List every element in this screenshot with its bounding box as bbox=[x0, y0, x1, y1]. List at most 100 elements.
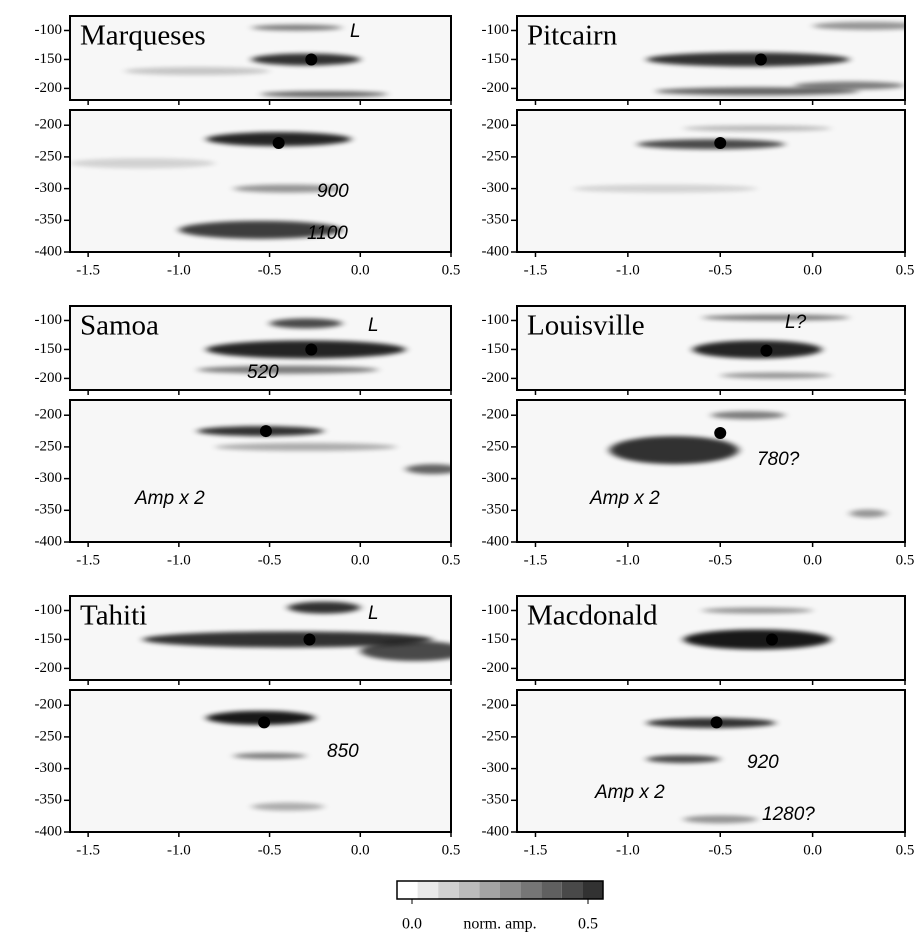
x-tick-label: 0.0 bbox=[351, 842, 370, 858]
y-tick-label: -100 bbox=[482, 22, 510, 38]
y-tick-label: -200 bbox=[35, 117, 63, 133]
y-tick-label: -300 bbox=[35, 470, 63, 486]
y-tick-label: -400 bbox=[482, 823, 510, 839]
panel-title: Macdonald bbox=[527, 600, 658, 632]
amplitude-streak bbox=[812, 21, 905, 30]
x-tick-label: 0.0 bbox=[803, 552, 822, 568]
peak-dot bbox=[303, 633, 316, 646]
y-tick-label: -150 bbox=[35, 51, 63, 67]
amplitude-streak bbox=[701, 314, 850, 321]
y-tick-label: -100 bbox=[35, 22, 63, 38]
frame bbox=[516, 15, 906, 101]
plot-area bbox=[70, 400, 451, 542]
x-tick-label: -0.5 bbox=[258, 262, 282, 278]
frame bbox=[69, 399, 452, 543]
peak-dot bbox=[258, 716, 271, 729]
y-tick-label: -150 bbox=[35, 341, 63, 357]
amplitude-streak bbox=[405, 464, 451, 475]
amplitude-streak bbox=[692, 340, 822, 359]
amplitude-streak bbox=[215, 442, 397, 451]
x-tick-label: -0.5 bbox=[708, 552, 732, 568]
y-tick-label: -200 bbox=[482, 697, 510, 713]
peak-dot bbox=[714, 426, 727, 439]
y-tick-label: -300 bbox=[482, 760, 510, 776]
y-tick-label: -150 bbox=[482, 341, 510, 357]
amplitude-streak bbox=[701, 607, 813, 614]
y-tick-label: -400 bbox=[482, 533, 510, 549]
plot-area bbox=[517, 110, 905, 252]
annotation: L bbox=[350, 21, 361, 42]
image-layer bbox=[70, 132, 352, 239]
annotation: L bbox=[368, 315, 379, 336]
x-tick-label: 0.5 bbox=[896, 842, 915, 858]
frame bbox=[69, 689, 452, 833]
amplitude-streak bbox=[142, 631, 433, 648]
y-tick-label: -200 bbox=[35, 407, 63, 423]
amplitude-streak bbox=[233, 184, 343, 193]
annotation: Amp x 2 bbox=[134, 488, 205, 509]
x-tick-label: -0.5 bbox=[258, 842, 282, 858]
colorbar-tick-label: 0.0 bbox=[402, 916, 422, 933]
frame bbox=[69, 15, 452, 101]
panel-title: Louisville bbox=[527, 310, 645, 342]
x-tick-label: 0.0 bbox=[803, 262, 822, 278]
y-tick-label: -100 bbox=[35, 312, 63, 328]
frame bbox=[516, 689, 906, 833]
image-layer bbox=[692, 314, 850, 379]
amplitude-streak bbox=[711, 411, 785, 420]
peak-dot bbox=[272, 136, 285, 149]
x-tick-label: -0.5 bbox=[258, 552, 282, 568]
y-tick-label: -300 bbox=[35, 180, 63, 196]
colorbar-cell bbox=[500, 881, 521, 899]
peak-dot bbox=[305, 53, 318, 66]
x-tick-label: -1.0 bbox=[167, 552, 191, 568]
peak-dot bbox=[714, 136, 727, 149]
y-tick-label: -200 bbox=[35, 660, 63, 676]
y-tick-label: -100 bbox=[482, 312, 510, 328]
panel-title: Pitcairn bbox=[527, 20, 618, 52]
y-tick-label: -350 bbox=[482, 212, 510, 228]
x-tick-label: -1.0 bbox=[616, 552, 640, 568]
peak-dot bbox=[259, 425, 272, 438]
annotation: 1100 bbox=[307, 223, 348, 244]
amplitude-streak bbox=[251, 802, 324, 811]
y-tick-label: -100 bbox=[482, 602, 510, 618]
y-tick-label: -100 bbox=[35, 602, 63, 618]
y-tick-label: -200 bbox=[35, 697, 63, 713]
amplitude-streak bbox=[360, 641, 451, 662]
colorbar-cell bbox=[438, 881, 459, 899]
amplitude-streak bbox=[269, 318, 343, 329]
amplitude-streak bbox=[124, 67, 270, 76]
y-tick-label: -300 bbox=[482, 470, 510, 486]
frame bbox=[516, 305, 906, 391]
annotation: Amp x 2 bbox=[594, 782, 665, 803]
amplitude-streak bbox=[572, 184, 758, 193]
x-tick-label: -1.5 bbox=[524, 262, 548, 278]
colorbar-cell bbox=[520, 881, 542, 899]
y-tick-label: -150 bbox=[35, 631, 63, 647]
y-tick-label: -200 bbox=[482, 660, 510, 676]
y-tick-label: -200 bbox=[482, 117, 510, 133]
annotation: L bbox=[368, 603, 379, 624]
amplitude-streak bbox=[646, 755, 721, 764]
amplitude-streak bbox=[849, 509, 887, 518]
x-tick-label: 0.5 bbox=[442, 262, 461, 278]
x-tick-label: 0.5 bbox=[442, 552, 461, 568]
frame bbox=[69, 595, 452, 681]
y-tick-label: -150 bbox=[482, 631, 510, 647]
y-tick-label: -200 bbox=[482, 80, 510, 96]
amplitude-streak bbox=[794, 81, 905, 90]
y-tick-label: -250 bbox=[482, 148, 510, 164]
x-tick-label: -0.5 bbox=[708, 842, 732, 858]
amplitude-streak bbox=[287, 601, 361, 614]
image-layer bbox=[646, 21, 905, 96]
y-tick-label: -400 bbox=[35, 823, 63, 839]
y-tick-label: -350 bbox=[35, 792, 63, 808]
y-tick-label: -250 bbox=[35, 438, 63, 454]
x-tick-label: -1.5 bbox=[524, 842, 548, 858]
annotation: L? bbox=[785, 312, 807, 333]
amplitude-streak bbox=[251, 24, 343, 31]
peak-dot bbox=[710, 716, 723, 729]
colorbar-cell bbox=[397, 881, 418, 899]
